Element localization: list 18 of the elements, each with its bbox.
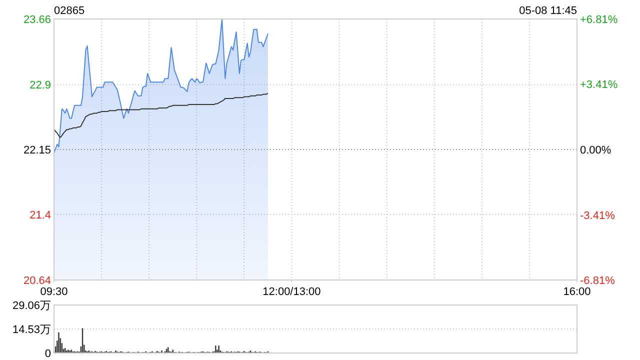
y-tick-label: 0 [44, 348, 51, 360]
y2-tick-label: +3.41% [580, 79, 618, 92]
y-tick-label: 21.4 [30, 209, 51, 222]
y-tick-label: 23.66 [23, 14, 51, 26]
x-tick-label: 09:30 [40, 286, 68, 298]
chart-title: 02865 [54, 5, 85, 17]
x-tick-label: 16:00 [563, 286, 591, 298]
x-tick-label: 12:00/13:00 [262, 286, 321, 298]
y-tick-label: 29.06万 [12, 300, 51, 312]
y2-tick-label: 0.00% [580, 144, 612, 156]
y-tick-label: 22.15 [23, 144, 51, 156]
y-tick-label: 14.53万 [12, 324, 51, 336]
y2-tick-label: -6.81% [580, 275, 616, 287]
y-tick-label: 20.64 [23, 275, 51, 287]
text: 05-08 11:45 [519, 5, 577, 17]
y2-tick-label: -3.41% [580, 210, 616, 222]
y2-tick-label: +6.81% [580, 14, 618, 26]
y-tick-label: 22.9 [30, 80, 51, 92]
